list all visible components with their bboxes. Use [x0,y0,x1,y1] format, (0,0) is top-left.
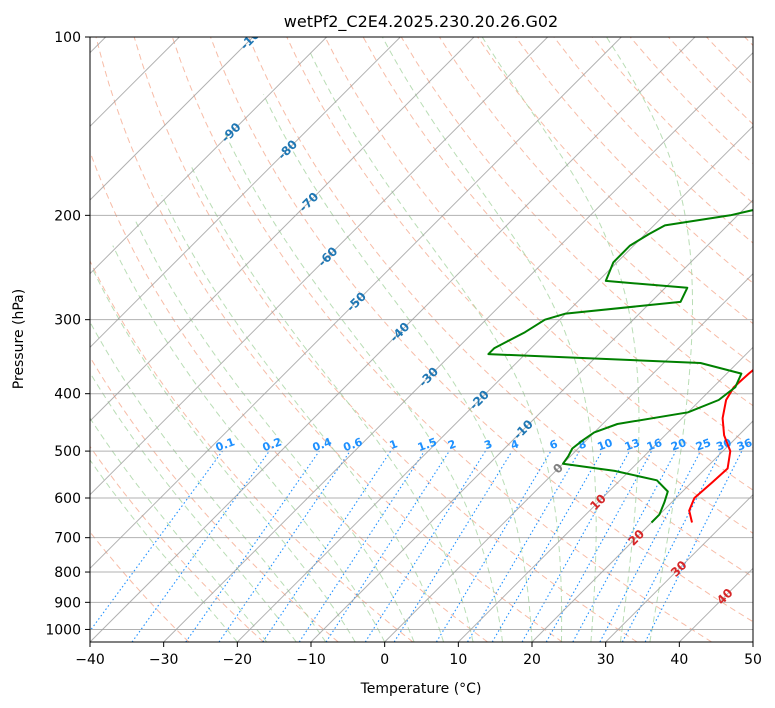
isotherm-line [90,37,328,275]
moist-adiabat-line [90,417,268,642]
dry-adiabat-line [90,445,264,642]
mixing-ratio-label: 25 [694,436,713,453]
x-tick-label: 40 [670,652,688,668]
mixing-ratio-label: 0.6 [342,435,365,454]
y-tick-label: 100 [54,30,81,46]
x-tick-label: 10 [449,652,467,668]
isotherm-line [90,37,622,570]
sounding-series [487,209,753,524]
mixing-ratio-line [364,450,486,642]
y-tick-label: 900 [54,595,81,611]
mixing-ratio-line [218,450,351,642]
dry-adiabat-line [248,37,753,578]
moist-adiabat-line [112,245,386,642]
dry-adiabat-line [95,37,563,642]
y-tick-label: 800 [54,565,81,581]
moist-adiabat-line [190,165,474,642]
mixing-ratio-label: 1.5 [416,435,439,454]
moist-adiabat-line [161,195,445,642]
x-tick-label: −30 [149,652,179,668]
x-tick-label: −10 [296,652,326,668]
mixing-ratio-label: 10 [596,436,615,454]
mixing-ratio-line [521,450,630,642]
x-tick-label: 0 [380,652,389,668]
pressure-gridlines [90,37,753,630]
y-tick-label: 1000 [45,622,81,638]
mixing-ratio-label: 0.2 [261,435,284,454]
mixing-ratio-label: 2 [446,437,458,452]
isotherm-line [310,199,753,642]
mixing-ratio-label: 3 [482,437,494,452]
temperature-line [688,368,753,523]
mixing-ratio-line [435,450,552,642]
y-tick-label: 400 [54,387,81,403]
mixing-ratio-label: 0.1 [214,435,237,454]
isotherm-line [90,37,549,496]
mixing-ratio-line [325,450,450,642]
y-tick-label: 500 [54,444,81,460]
dewpoint-line [487,209,753,524]
isotherm-line [90,37,475,422]
background-lines [90,37,753,642]
mixing-ratio-label: 6 [548,437,560,452]
isotherm-line [605,493,753,642]
mixing-ratio-line [491,450,603,642]
isotherm-line [90,37,254,201]
isotherm-line [531,420,753,642]
dry-adiabat-line [133,37,638,642]
dry-adiabat-line [324,37,753,491]
moist-adiabat-line [481,37,640,642]
axes: −40 −30 −20 −10 0 10 20 30 40 50 1000 900 800 700 600 5… [45,30,762,668]
mixing-ratio-label: 20 [669,436,688,454]
isotherm-line [90,37,401,349]
isotherm-lines [90,37,753,642]
moist-adiabat-line [91,267,356,642]
dry-adiabat-line [171,37,712,642]
mixing-ratio-label: 36 [735,436,754,454]
isotherm-line [163,51,753,642]
mixing-ratio-label: 0.4 [311,435,334,454]
isotherm-line [384,272,753,642]
moist-adiabat-line [381,37,597,642]
plot-frame [89,36,754,643]
moist-adiabat-line [90,459,238,642]
y-tick-label: 300 [54,313,81,329]
moist-adiabat-line [308,49,563,642]
moist-adiabat-line [263,94,533,642]
x-tick-label: 20 [523,652,541,668]
mixing-ratio-line [467,450,580,642]
dry-adiabat-line [286,37,753,534]
mixing-ratio-label: 1 [388,437,400,452]
mixing-ratio-label: 8 [576,437,588,452]
dry-adiabat-line [90,356,339,642]
isotherm-line [90,37,696,642]
isotherm-line [236,125,753,642]
x-tick-label: −40 [75,652,105,668]
y-tick-label: 600 [54,491,81,507]
moist-adiabat-line [90,321,327,642]
x-axis-label: Temperature (°C) [360,681,482,697]
moist-adiabat-line [606,37,693,642]
mixing-ratio-line [393,450,513,642]
mixing-ratio-label: 16 [645,436,664,454]
dry-adiabat-line [90,259,414,642]
x-tick-label: 50 [744,652,762,668]
mixing-ratio-label: 13 [623,436,642,453]
mixing-ratio-label: 4 [509,437,521,452]
isotherm-line [457,346,753,642]
dry-adiabat-line [210,37,753,623]
dry-adiabat-line [515,37,753,284]
y-tick-label: 200 [54,208,81,224]
x-tick-label: 30 [597,652,615,668]
chart-title: wetPf2_C2E4.2025.230.20.26.G02 [284,12,558,32]
x-tick-label: −20 [223,652,253,668]
y-axis-label: Pressure (hPa) [11,289,27,389]
moist-adiabat-line [135,221,415,642]
y-tick-label: 700 [54,531,81,547]
mixing-ratio-line [185,450,320,642]
